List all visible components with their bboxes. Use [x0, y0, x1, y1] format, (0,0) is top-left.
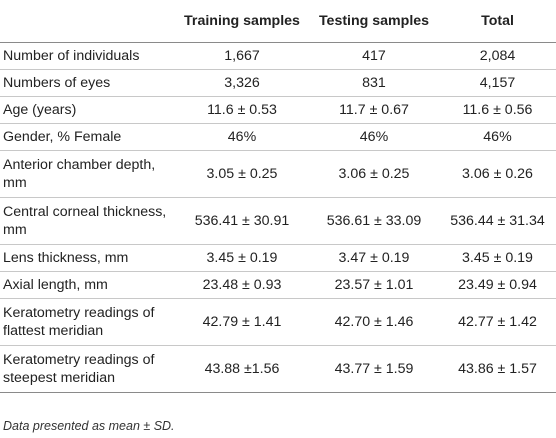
table-row: Age (years) 11.6 ± 0.53 11.7 ± 0.67 11.6… — [0, 96, 556, 124]
row-label: Central corneal thickness, mm — [0, 197, 175, 245]
table-row: Gender, % Female 46% 46% 46% — [0, 123, 556, 151]
cell-testing: 43.77 ± 1.59 — [309, 345, 439, 393]
cell-testing: 831 — [309, 69, 439, 97]
cell-total: 4,157 — [439, 69, 556, 97]
header-cell-training: Training samples — [175, 0, 309, 43]
row-label: Lens thickness, mm — [0, 244, 175, 272]
cell-testing: 11.7 ± 0.67 — [309, 96, 439, 124]
cell-training: 3.05 ± 0.25 — [175, 150, 309, 198]
table-row: Anterior chamber depth, mm 3.05 ± 0.25 3… — [0, 150, 556, 198]
table-row: Lens thickness, mm 3.45 ± 0.19 3.47 ± 0.… — [0, 244, 556, 272]
header-cell-total: Total — [439, 0, 556, 43]
cell-training: 46% — [175, 123, 309, 151]
cell-total: 536.44 ± 31.34 — [439, 197, 556, 245]
header-row: Training samples Testing samples Total — [0, 0, 556, 43]
cell-training: 43.88 ±1.56 — [175, 345, 309, 393]
table-row: Keratometry readings of steepest meridia… — [0, 345, 556, 393]
cell-training: 3,326 — [175, 69, 309, 97]
characteristics-table: Training samples Testing samples Total N… — [0, 0, 556, 393]
cell-training: 42.79 ± 1.41 — [175, 298, 309, 346]
cell-testing: 417 — [309, 42, 439, 70]
cell-total: 3.06 ± 0.26 — [439, 150, 556, 198]
header-cell-label — [0, 0, 175, 43]
row-label: Axial length, mm — [0, 271, 175, 299]
row-label: Keratometry readings of flattest meridia… — [0, 298, 175, 346]
table-footnote: Data presented as mean ± SD. — [3, 419, 175, 433]
cell-training: 536.41 ± 30.91 — [175, 197, 309, 245]
row-label: Anterior chamber depth, mm — [0, 150, 175, 198]
cell-testing: 536.61 ± 33.09 — [309, 197, 439, 245]
cell-total: 42.77 ± 1.42 — [439, 298, 556, 346]
cell-testing: 3.47 ± 0.19 — [309, 244, 439, 272]
header-cell-testing: Testing samples — [309, 0, 439, 43]
cell-testing: 46% — [309, 123, 439, 151]
table-row: Numbers of eyes 3,326 831 4,157 — [0, 69, 556, 97]
cell-training: 3.45 ± 0.19 — [175, 244, 309, 272]
table-row: Number of individuals 1,667 417 2,084 — [0, 42, 556, 70]
table-row: Axial length, mm 23.48 ± 0.93 23.57 ± 1.… — [0, 271, 556, 299]
cell-training: 23.48 ± 0.93 — [175, 271, 309, 299]
cell-total: 3.45 ± 0.19 — [439, 244, 556, 272]
row-label: Age (years) — [0, 96, 175, 124]
cell-testing: 42.70 ± 1.46 — [309, 298, 439, 346]
table-row: Keratometry readings of flattest meridia… — [0, 298, 556, 346]
row-label: Numbers of eyes — [0, 69, 175, 97]
cell-total: 43.86 ± 1.57 — [439, 345, 556, 393]
cell-total: 46% — [439, 123, 556, 151]
row-label: Number of individuals — [0, 42, 175, 70]
cell-testing: 23.57 ± 1.01 — [309, 271, 439, 299]
cell-total: 2,084 — [439, 42, 556, 70]
cell-testing: 3.06 ± 0.25 — [309, 150, 439, 198]
cell-total: 11.6 ± 0.56 — [439, 96, 556, 124]
cell-training: 1,667 — [175, 42, 309, 70]
table-row: Central corneal thickness, mm 536.41 ± 3… — [0, 197, 556, 245]
row-label: Gender, % Female — [0, 123, 175, 151]
cell-training: 11.6 ± 0.53 — [175, 96, 309, 124]
row-label: Keratometry readings of steepest meridia… — [0, 345, 175, 393]
cell-total: 23.49 ± 0.94 — [439, 271, 556, 299]
